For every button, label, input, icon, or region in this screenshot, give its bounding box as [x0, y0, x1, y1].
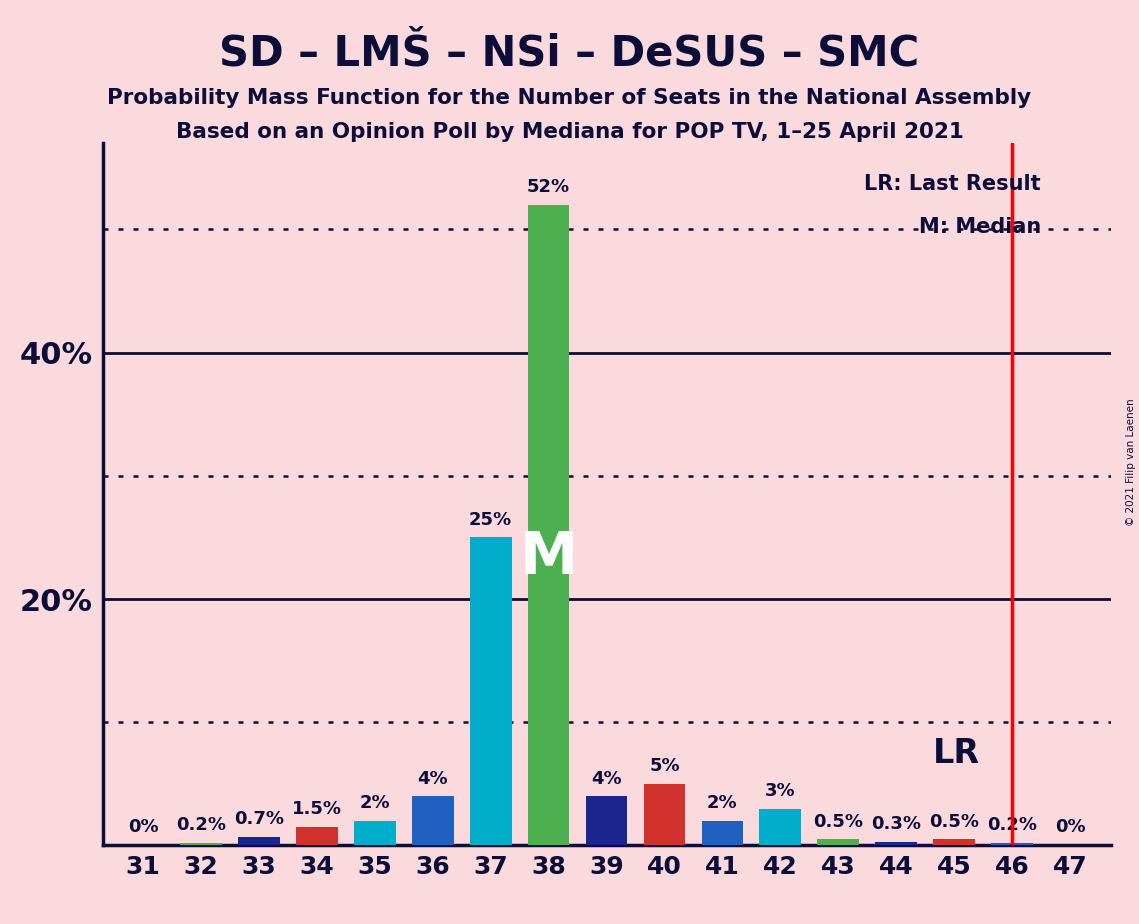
Bar	[644, 784, 686, 845]
Text: 1.5%: 1.5%	[292, 800, 342, 819]
Bar	[585, 796, 628, 845]
Bar	[875, 842, 917, 845]
Text: 0.7%: 0.7%	[233, 810, 284, 828]
Text: 0.2%: 0.2%	[988, 817, 1036, 834]
Bar	[412, 796, 453, 845]
Bar	[991, 843, 1033, 845]
Text: LR: Last Result: LR: Last Result	[865, 174, 1041, 194]
Text: 5%: 5%	[649, 758, 680, 775]
Bar	[354, 821, 395, 845]
Bar	[238, 837, 280, 845]
Text: 0%: 0%	[128, 819, 158, 836]
Bar	[527, 205, 570, 845]
Text: 0.5%: 0.5%	[929, 813, 980, 831]
Bar	[933, 839, 975, 845]
Text: 0%: 0%	[1055, 819, 1085, 836]
Text: © 2021 Filip van Laenen: © 2021 Filip van Laenen	[1126, 398, 1136, 526]
Text: 2%: 2%	[707, 795, 738, 812]
Bar	[818, 839, 859, 845]
Text: 4%: 4%	[591, 770, 622, 787]
Bar	[760, 808, 801, 845]
Text: 4%: 4%	[417, 770, 448, 787]
Text: SD – LMŠ – NSi – DeSUS – SMC: SD – LMŠ – NSi – DeSUS – SMC	[220, 32, 919, 74]
Text: 0.3%: 0.3%	[871, 815, 921, 833]
Bar	[702, 821, 744, 845]
Text: Probability Mass Function for the Number of Seats in the National Assembly: Probability Mass Function for the Number…	[107, 88, 1032, 108]
Text: Based on an Opinion Poll by Mediana for POP TV, 1–25 April 2021: Based on an Opinion Poll by Mediana for …	[175, 122, 964, 142]
Text: 2%: 2%	[360, 795, 390, 812]
Bar	[296, 827, 337, 845]
Text: 25%: 25%	[469, 511, 513, 529]
Text: 0.5%: 0.5%	[813, 813, 863, 831]
Text: LR: LR	[933, 736, 981, 770]
Text: 0.2%: 0.2%	[177, 817, 226, 834]
Bar	[180, 843, 222, 845]
Text: 52%: 52%	[527, 178, 571, 196]
Text: M: Median: M: Median	[919, 217, 1041, 237]
Text: 3%: 3%	[765, 782, 796, 800]
Text: M: M	[519, 529, 577, 586]
Bar	[469, 538, 511, 845]
